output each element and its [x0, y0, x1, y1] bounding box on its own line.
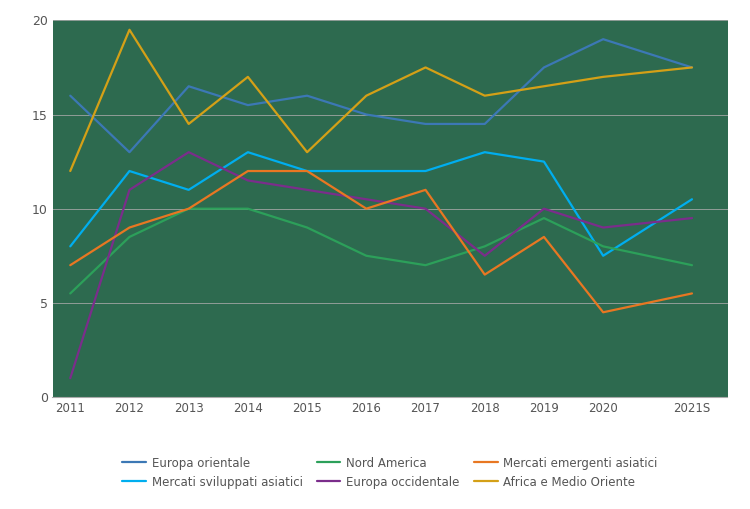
- Legend: Europa orientale, Mercati sviluppati asiatici, Nord America, Europa occidentale,: Europa orientale, Mercati sviluppati asi…: [118, 452, 662, 493]
